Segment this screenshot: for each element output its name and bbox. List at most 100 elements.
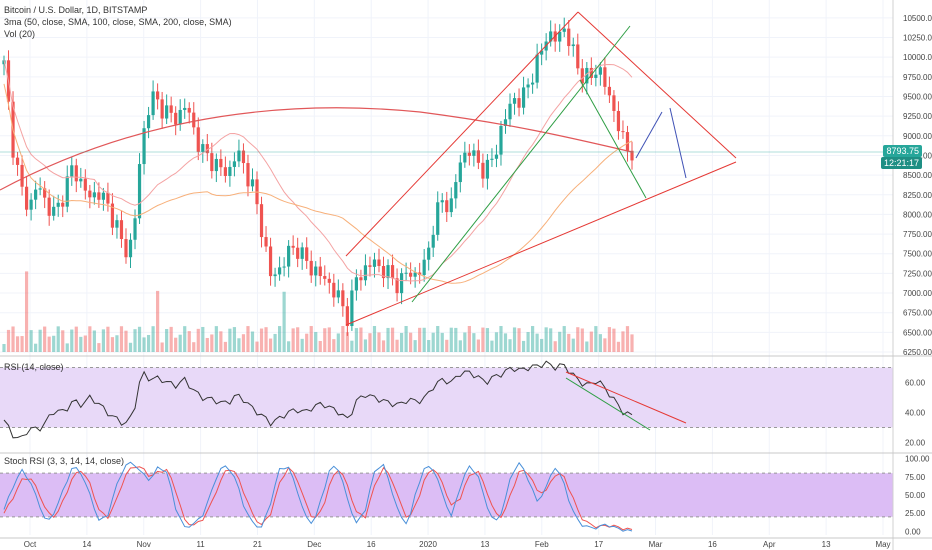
price-tick-label: 10500.00: [903, 14, 932, 23]
volume-bar: [571, 338, 575, 352]
time-tick-label: Feb: [535, 540, 549, 549]
stoch-d-line: [3, 466, 633, 531]
candle-body: [187, 107, 191, 113]
volume-bar: [544, 327, 548, 352]
volume-bar: [517, 328, 521, 352]
rsi-trendline-green: [565, 377, 651, 431]
candle-body: [110, 203, 115, 228]
volume-bar: [241, 334, 246, 352]
price-pane[interactable]: [0, 0, 893, 535]
ma-indicator-label[interactable]: 3ma (50, close, SMA, 100, close, SMA, 20…: [4, 17, 232, 27]
symbol-title: Bitcoin / U.S. Dollar, 1D, BITSTAMP: [4, 5, 148, 15]
volume-bar: [287, 341, 291, 352]
time-tick-label: Dec: [307, 540, 321, 549]
candle-body: [137, 164, 142, 219]
volume-bar: [521, 340, 526, 352]
candle-body: [305, 247, 309, 261]
volume-bar: [61, 330, 65, 352]
price-tick-label: 10250.00: [903, 34, 932, 43]
volume-bar: [585, 341, 589, 352]
candle-body: [282, 266, 286, 268]
candle-body: [381, 266, 386, 279]
volume-bar: [359, 327, 363, 352]
volume-bar: [476, 339, 480, 352]
volume-bar: [38, 329, 42, 352]
candle-body: [178, 109, 182, 125]
candle-body: [409, 272, 413, 277]
triangle-upper-trendline: [577, 11, 737, 159]
stoch-indicator-label[interactable]: Stoch RSI (3, 3, 14, 14, close): [4, 456, 125, 466]
rsi-pane[interactable]: [0, 360, 893, 439]
candle-body: [214, 158, 218, 172]
candle-body: [115, 220, 119, 228]
volume-bar: [142, 337, 146, 352]
price-tick-label: 9500.00: [903, 92, 932, 101]
volume-bar: [381, 340, 386, 352]
volume-bar: [427, 340, 431, 352]
volume-bar: [377, 332, 381, 352]
volume-bar: [169, 326, 173, 352]
candle-body: [517, 98, 521, 108]
ma50-line: [3, 60, 633, 282]
candle-body: [463, 152, 467, 163]
candle-body: [318, 266, 322, 277]
time-tick-label: Nov: [137, 540, 151, 549]
stoch-pane[interactable]: [0, 461, 893, 532]
volume-bar: [431, 332, 435, 352]
volume-bar: [603, 338, 607, 352]
volume-bar: [558, 331, 562, 352]
volume-bar: [535, 333, 539, 352]
candle-body: [467, 152, 471, 156]
candle-body: [390, 265, 395, 279]
candle-body: [485, 159, 490, 179]
candle-body: [607, 86, 612, 96]
volume-bar: [277, 326, 282, 352]
candle-body: [440, 200, 444, 203]
candle-body: [119, 220, 124, 240]
candle-body: [273, 274, 277, 277]
volume-bar: [512, 327, 517, 352]
volume-bar: [305, 333, 309, 352]
volume-indicator-label[interactable]: Vol (20): [4, 29, 36, 39]
volume-bar: [264, 327, 268, 352]
candle-body: [603, 67, 607, 87]
candle-body: [250, 179, 255, 187]
rsi-band: [0, 367, 893, 428]
candle-body: [165, 105, 169, 119]
drawings[interactable]: [345, 11, 737, 431]
volume-bar: [174, 337, 178, 352]
volume-bar: [11, 326, 15, 352]
candle-body: [472, 150, 476, 156]
volume-bar: [368, 333, 372, 352]
volume-bar: [214, 326, 218, 352]
volume-bar: [237, 338, 241, 352]
volume-bar: [413, 340, 417, 352]
candle-body: [246, 163, 250, 187]
candle-body: [540, 50, 544, 55]
volume-bar: [124, 330, 128, 352]
price-tick-label: 8250.00: [903, 191, 932, 200]
candle-body: [61, 202, 65, 207]
price-tick-label: 9000.00: [903, 132, 932, 141]
candle-body: [503, 119, 508, 126]
candle-body: [268, 246, 273, 277]
rsi-indicator-label[interactable]: RSI (14, close): [4, 362, 64, 372]
candle-body: [192, 112, 196, 128]
candle-body: [237, 150, 241, 162]
candle-body: [29, 199, 33, 210]
candle-body: [151, 91, 155, 116]
candle-body: [223, 167, 227, 176]
volume-bar: [300, 338, 304, 352]
volume-bar: [594, 326, 598, 352]
candle-body: [580, 68, 584, 84]
ma100-line: [3, 83, 633, 284]
rsi-line: [3, 360, 633, 439]
volume-bar: [128, 342, 133, 352]
candle-body: [354, 277, 359, 291]
candle-body: [232, 161, 237, 167]
candle-body: [625, 132, 630, 151]
stoch-tick-label: 25.00: [905, 509, 926, 518]
y-axis-labels: 10500.00 10250.00 10000.00 9750.00 9500.00 92…: [903, 14, 932, 537]
candle-body: [65, 176, 69, 207]
